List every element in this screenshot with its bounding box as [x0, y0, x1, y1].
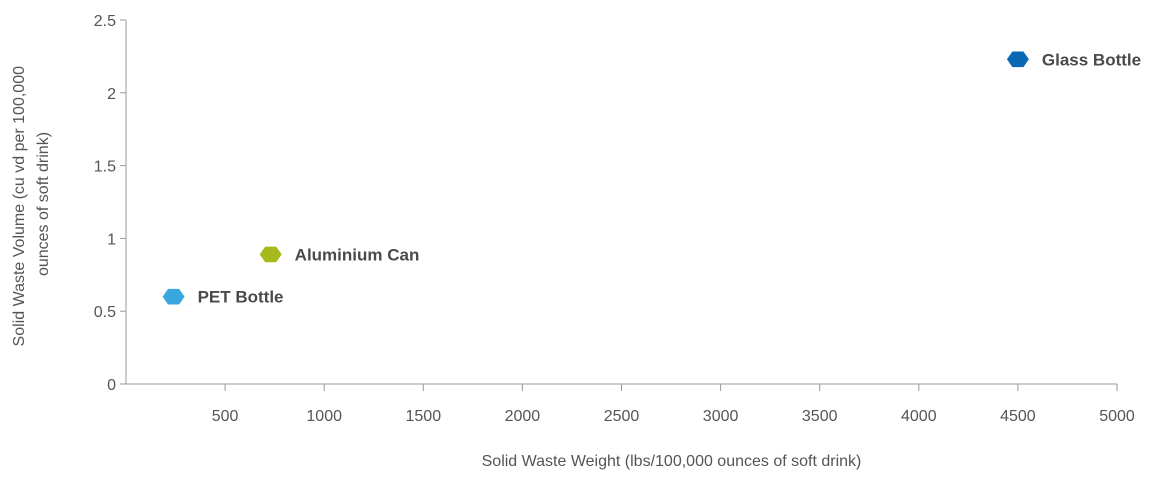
data-points: PET Bottle Aluminium Can Glass Bottle	[162, 50, 1141, 307]
y-tick-label: 1	[107, 231, 116, 248]
x-tick-label: 500	[212, 408, 239, 425]
y-axis-title-line-1: Solid Waste Volume (cu vd per 100,000	[11, 66, 28, 347]
hexagon-marker	[162, 288, 185, 305]
x-tick-label: 2500	[604, 408, 640, 425]
point-label: Glass Bottle	[1042, 50, 1141, 69]
data-point: Glass Bottle	[1006, 50, 1141, 69]
x-tick-label: 3000	[703, 408, 739, 425]
data-point: PET Bottle	[162, 288, 284, 307]
x-axis-title: Solid Waste Weight (lbs/100,000 ounces o…	[482, 453, 862, 470]
hexagon-marker	[1006, 51, 1029, 68]
y-tick-label: 2.5	[94, 13, 116, 30]
x-tick-label: 1000	[306, 408, 342, 425]
y-tick-label: 2	[107, 86, 116, 103]
y-tick-label: 0	[107, 377, 116, 394]
x-tick-label: 4500	[1000, 408, 1036, 425]
x-tick-label: 2000	[505, 408, 541, 425]
x-tick-label: 4000	[901, 408, 937, 425]
x-tick-label: 5000	[1099, 408, 1135, 425]
axes: 0 0.5 1 1.5 2 2.5 500 1000 1500 2000 2500 3000 3500 4…	[94, 13, 1135, 425]
data-point: Aluminium Can	[259, 245, 420, 264]
hexagon-marker	[259, 246, 282, 263]
point-label: PET Bottle	[198, 288, 284, 307]
y-tick-label: 1.5	[94, 159, 116, 176]
y-axis-title: Solid Waste Volume (cu vd per 100,000 ou…	[11, 62, 52, 347]
y-tick-label: 0.5	[94, 304, 116, 321]
x-tick-label: 1500	[406, 408, 442, 425]
point-label: Aluminium Can	[295, 245, 420, 264]
y-axis-title-line-2: ounces of soft drink)	[35, 132, 52, 276]
x-tick-label: 3500	[802, 408, 838, 425]
